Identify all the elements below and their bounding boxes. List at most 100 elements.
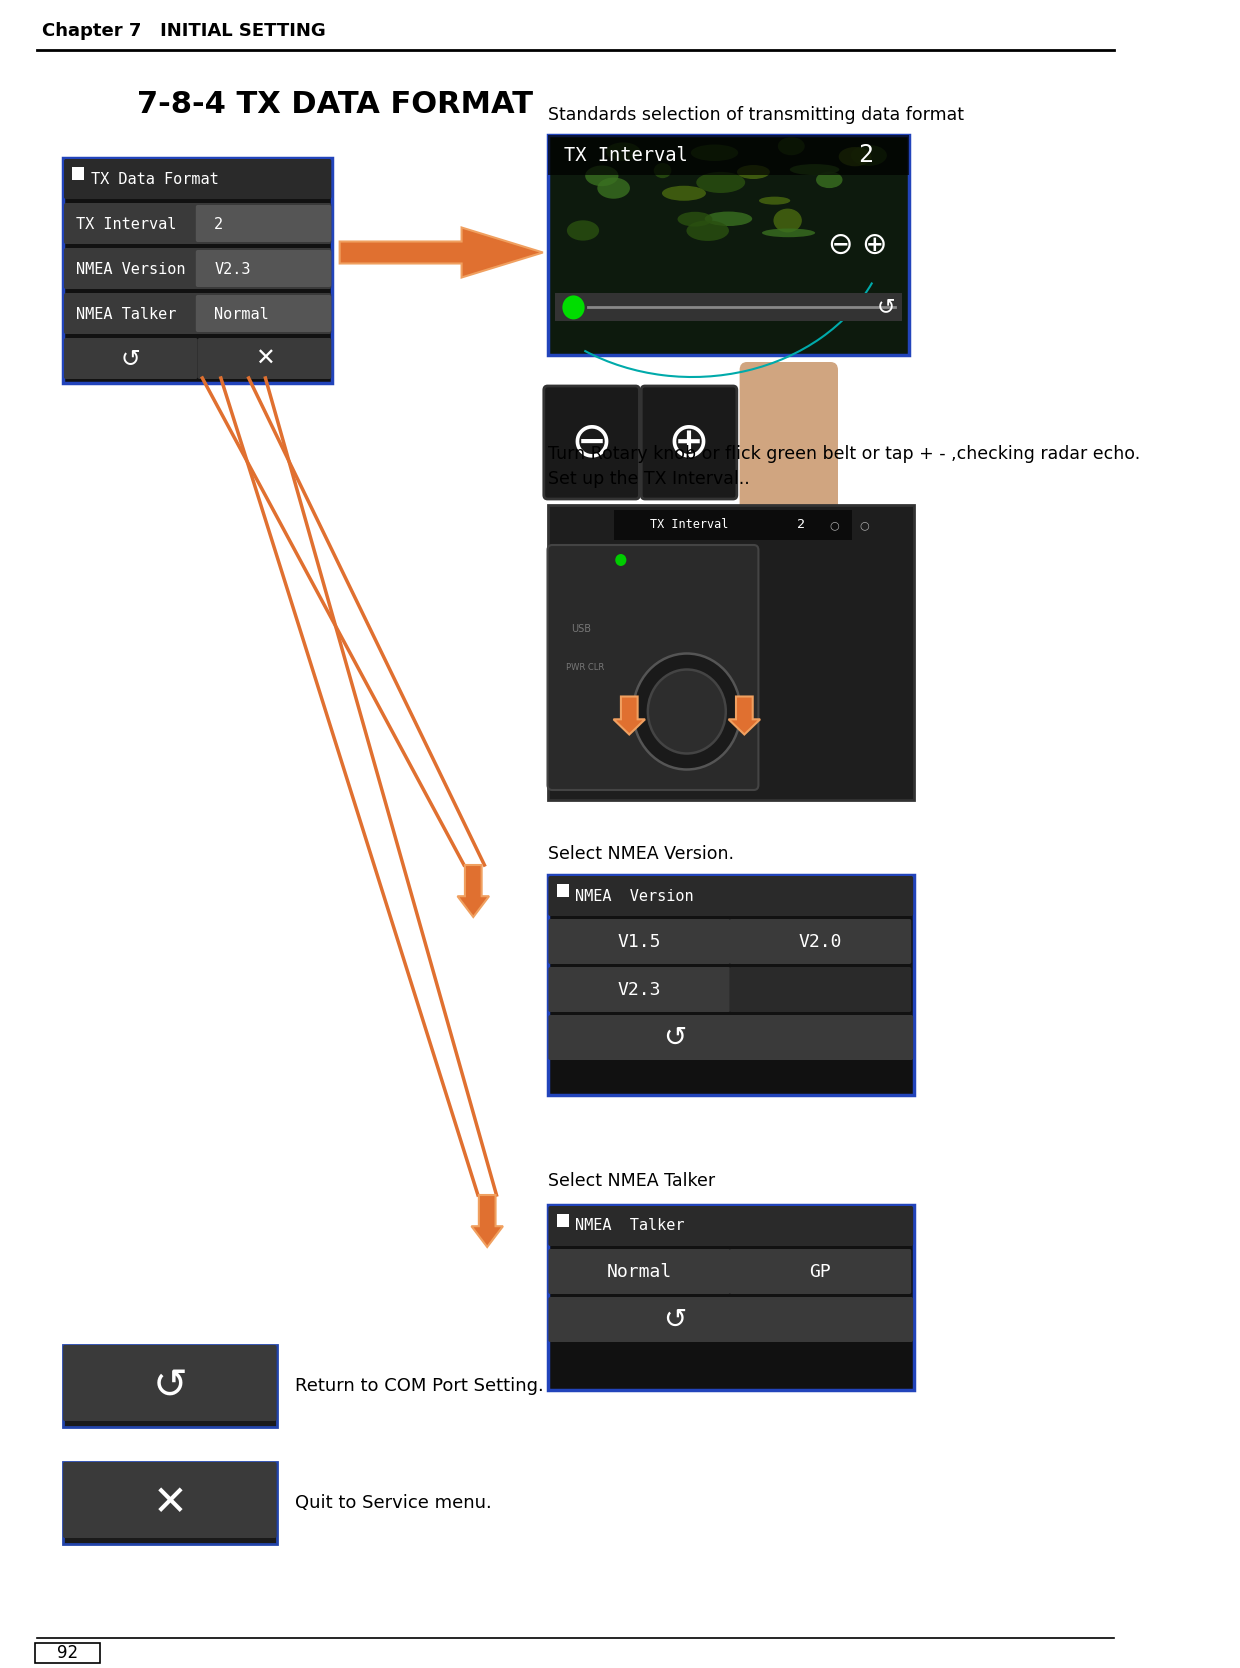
Text: Normal: Normal bbox=[606, 1263, 672, 1281]
FancyBboxPatch shape bbox=[544, 385, 640, 499]
FancyBboxPatch shape bbox=[548, 1249, 730, 1294]
Bar bbox=[548, 505, 914, 801]
Text: ○: ○ bbox=[859, 520, 869, 530]
Polygon shape bbox=[471, 1194, 503, 1248]
FancyBboxPatch shape bbox=[64, 158, 331, 198]
Ellipse shape bbox=[777, 137, 805, 155]
FancyBboxPatch shape bbox=[197, 339, 331, 379]
Text: 7-8-4 TX DATA FORMAT: 7-8-4 TX DATA FORMAT bbox=[138, 90, 533, 118]
Text: 2: 2 bbox=[858, 143, 873, 167]
Text: ↺: ↺ bbox=[122, 347, 140, 370]
Text: ⊖: ⊖ bbox=[827, 230, 853, 260]
Ellipse shape bbox=[598, 177, 630, 198]
Polygon shape bbox=[729, 697, 760, 734]
Text: ⊕: ⊕ bbox=[862, 230, 887, 260]
FancyBboxPatch shape bbox=[729, 967, 911, 1012]
Circle shape bbox=[666, 689, 707, 734]
Ellipse shape bbox=[759, 197, 790, 205]
Text: ⊖: ⊖ bbox=[570, 419, 613, 465]
FancyBboxPatch shape bbox=[64, 339, 197, 379]
FancyBboxPatch shape bbox=[548, 1298, 913, 1343]
Bar bbox=[63, 158, 332, 384]
Text: ✕: ✕ bbox=[254, 347, 274, 370]
Ellipse shape bbox=[790, 163, 839, 175]
Bar bbox=[72, 167, 84, 180]
FancyBboxPatch shape bbox=[739, 362, 838, 549]
Text: ○: ○ bbox=[830, 520, 839, 530]
Ellipse shape bbox=[704, 212, 753, 227]
Text: GP: GP bbox=[810, 1263, 831, 1281]
FancyBboxPatch shape bbox=[196, 250, 331, 287]
FancyBboxPatch shape bbox=[63, 1344, 277, 1421]
Ellipse shape bbox=[851, 145, 887, 165]
Ellipse shape bbox=[687, 220, 729, 240]
Text: Return to COM Port Setting.: Return to COM Port Setting. bbox=[295, 1378, 544, 1394]
Ellipse shape bbox=[606, 142, 640, 160]
Text: NMEA  Talker: NMEA Talker bbox=[575, 1219, 684, 1234]
Text: TX Interval: TX Interval bbox=[650, 519, 729, 532]
Circle shape bbox=[647, 669, 725, 754]
Text: PWR CLR: PWR CLR bbox=[567, 662, 604, 672]
Bar bbox=[556, 294, 901, 322]
Text: Select NMEA Version.: Select NMEA Version. bbox=[548, 846, 734, 862]
Text: ✕: ✕ bbox=[153, 1481, 187, 1525]
Text: V2.3: V2.3 bbox=[618, 981, 661, 999]
Text: Standards selection of transmitting data format: Standards selection of transmitting data… bbox=[548, 107, 965, 123]
Bar bbox=[557, 1214, 569, 1228]
Text: ⊕: ⊕ bbox=[667, 419, 709, 465]
Text: 2: 2 bbox=[797, 519, 805, 532]
Text: 2: 2 bbox=[215, 217, 223, 232]
Ellipse shape bbox=[838, 147, 872, 167]
Text: V1.5: V1.5 bbox=[618, 932, 661, 951]
Polygon shape bbox=[458, 866, 489, 917]
Text: USB: USB bbox=[570, 624, 590, 634]
Circle shape bbox=[615, 554, 626, 565]
Text: V2.3: V2.3 bbox=[215, 262, 250, 277]
Text: NMEA Version: NMEA Version bbox=[76, 262, 186, 277]
Bar bbox=[63, 1344, 277, 1428]
Bar bbox=[557, 884, 569, 897]
FancyBboxPatch shape bbox=[548, 1016, 913, 1059]
Ellipse shape bbox=[662, 185, 706, 200]
Ellipse shape bbox=[677, 212, 713, 227]
FancyBboxPatch shape bbox=[548, 967, 730, 1012]
FancyBboxPatch shape bbox=[64, 203, 331, 244]
FancyBboxPatch shape bbox=[641, 385, 737, 499]
Ellipse shape bbox=[585, 165, 619, 187]
FancyBboxPatch shape bbox=[196, 205, 331, 242]
FancyBboxPatch shape bbox=[64, 294, 331, 334]
Text: Turn Rotary knob or flick green belt or tap + - ,checking radar echo.: Turn Rotary knob or flick green belt or … bbox=[548, 445, 1141, 464]
Ellipse shape bbox=[567, 220, 599, 240]
FancyBboxPatch shape bbox=[548, 545, 759, 791]
Bar bbox=[548, 135, 909, 175]
Circle shape bbox=[563, 295, 584, 319]
Ellipse shape bbox=[774, 208, 802, 232]
Text: ↺: ↺ bbox=[153, 1364, 187, 1408]
Bar bbox=[548, 135, 909, 355]
FancyBboxPatch shape bbox=[548, 1206, 913, 1246]
Text: 92: 92 bbox=[57, 1645, 78, 1661]
Text: ↺: ↺ bbox=[877, 297, 895, 317]
Text: Normal: Normal bbox=[215, 307, 269, 322]
Ellipse shape bbox=[653, 163, 671, 178]
FancyBboxPatch shape bbox=[729, 919, 911, 964]
Ellipse shape bbox=[816, 172, 842, 188]
Text: Select NMEA Talker: Select NMEA Talker bbox=[548, 1173, 715, 1189]
Text: Chapter 7   INITIAL SETTING: Chapter 7 INITIAL SETTING bbox=[42, 22, 326, 40]
Bar bbox=[548, 1204, 914, 1389]
Text: NMEA Talker: NMEA Talker bbox=[76, 307, 176, 322]
Text: TX Data Format: TX Data Format bbox=[91, 172, 218, 187]
Text: TX Interval: TX Interval bbox=[76, 217, 176, 232]
Bar bbox=[614, 510, 852, 540]
FancyBboxPatch shape bbox=[196, 295, 331, 332]
Circle shape bbox=[632, 654, 740, 769]
Bar bbox=[63, 1461, 277, 1545]
Text: Quit to Service menu.: Quit to Service menu. bbox=[295, 1495, 492, 1511]
FancyBboxPatch shape bbox=[548, 876, 913, 916]
Ellipse shape bbox=[691, 145, 738, 162]
Ellipse shape bbox=[737, 165, 770, 178]
Text: Set up the TX Interval..: Set up the TX Interval.. bbox=[548, 470, 750, 489]
Text: V2.0: V2.0 bbox=[799, 932, 842, 951]
Text: NMEA  Version: NMEA Version bbox=[575, 889, 694, 904]
Text: TX Interval: TX Interval bbox=[564, 145, 688, 165]
